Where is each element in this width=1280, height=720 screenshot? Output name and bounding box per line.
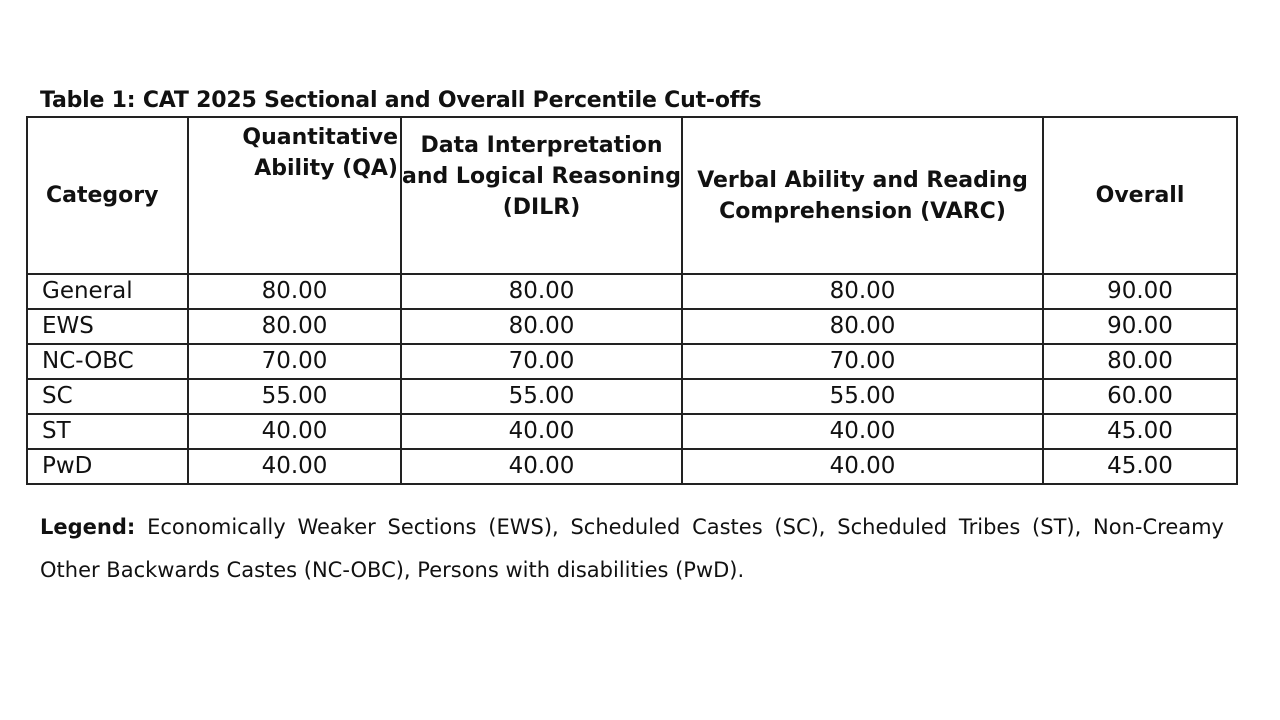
header-category: Category <box>26 116 189 275</box>
cell-category: EWS <box>26 308 189 345</box>
table-row: SC 55.00 55.00 55.00 60.00 <box>26 378 1238 415</box>
cell-overall: 45.00 <box>1042 413 1238 450</box>
header-varc: Verbal Ability and Reading Comprehension… <box>681 116 1044 275</box>
cell-qa: 70.00 <box>187 343 402 380</box>
header-dilr: Data Interpretation and Logical Reasonin… <box>400 116 683 275</box>
table-row: EWS 80.00 80.00 80.00 90.00 <box>26 308 1238 345</box>
cell-overall: 90.00 <box>1042 273 1238 310</box>
cell-category: SC <box>26 378 189 415</box>
cell-dilr: 40.00 <box>400 413 683 450</box>
cell-qa: 40.00 <box>187 448 402 485</box>
cell-category: General <box>26 273 189 310</box>
cell-category: NC-OBC <box>26 343 189 380</box>
cell-varc: 40.00 <box>681 413 1044 450</box>
cell-overall: 45.00 <box>1042 448 1238 485</box>
table-title: Table 1: CAT 2025 Sectional and Overall … <box>40 88 762 113</box>
legend-text: Economically Weaker Sections (EWS), Sche… <box>40 515 1224 582</box>
legend-label: Legend: <box>40 515 136 539</box>
header-overall: Overall <box>1042 116 1238 275</box>
table-row: ST 40.00 40.00 40.00 45.00 <box>26 413 1238 450</box>
cell-varc: 40.00 <box>681 448 1044 485</box>
cell-category: PwD <box>26 448 189 485</box>
cell-dilr: 40.00 <box>400 448 683 485</box>
cell-varc: 70.00 <box>681 343 1044 380</box>
cell-qa: 40.00 <box>187 413 402 450</box>
table-row: NC-OBC 70.00 70.00 70.00 80.00 <box>26 343 1238 380</box>
cell-overall: 60.00 <box>1042 378 1238 415</box>
cell-dilr: 70.00 <box>400 343 683 380</box>
cell-varc: 80.00 <box>681 273 1044 310</box>
header-qa: Quantitative Ability (QA) <box>187 116 402 275</box>
cell-dilr: 80.00 <box>400 308 683 345</box>
table-row: General 80.00 80.00 80.00 90.00 <box>26 273 1238 310</box>
cell-qa: 80.00 <box>187 308 402 345</box>
cell-overall: 80.00 <box>1042 343 1238 380</box>
table-row: PwD 40.00 40.00 40.00 45.00 <box>26 448 1238 485</box>
table-header-row: Category Quantitative Ability (QA) Data … <box>26 116 1238 275</box>
cell-dilr: 55.00 <box>400 378 683 415</box>
cell-qa: 55.00 <box>187 378 402 415</box>
cell-overall: 90.00 <box>1042 308 1238 345</box>
cell-qa: 80.00 <box>187 273 402 310</box>
legend: Legend: Economically Weaker Sections (EW… <box>40 506 1224 592</box>
cell-varc: 55.00 <box>681 378 1044 415</box>
cell-varc: 80.00 <box>681 308 1044 345</box>
cell-dilr: 80.00 <box>400 273 683 310</box>
cutoff-table: Category Quantitative Ability (QA) Data … <box>26 116 1238 485</box>
cell-category: ST <box>26 413 189 450</box>
